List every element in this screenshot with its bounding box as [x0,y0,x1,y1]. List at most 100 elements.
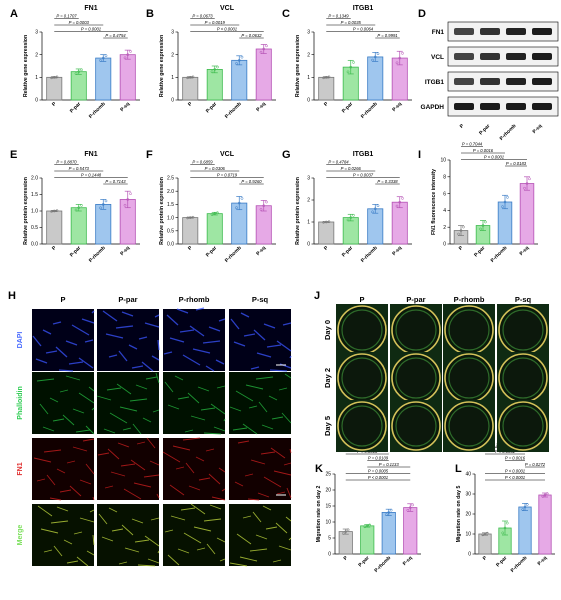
well-inner [502,357,544,399]
p-value-label: P = 0.4784 [328,159,349,164]
texture-mark [203,518,222,522]
data-point [262,47,266,51]
data-point [503,200,507,204]
x-tick-label: P-rhomb [224,245,243,264]
texture-mark [266,344,282,348]
y-tick-label: 0.0 [31,242,38,248]
y-tick-label: 40 [465,472,471,478]
texture-mark [42,426,55,432]
x-tick-label: P-par [495,555,508,568]
data-point [129,192,132,196]
y-tick-label: 0.0 [167,242,174,248]
blot-band [454,103,474,110]
texture-mark [33,457,52,463]
data-point [322,76,325,80]
y-tick-label: 2.0 [167,189,174,195]
texture-mark [276,340,292,352]
x-tick-label: P [323,245,330,252]
texture-mark [108,507,118,513]
p-value-label: P = 0.8870 [56,159,77,164]
data-point [324,220,328,224]
blot-band [454,78,474,85]
texture-mark [66,560,79,564]
texture-mark [235,390,254,402]
texture-mark [98,513,108,525]
y-tick-label: 0 [307,242,310,248]
data-point [77,70,81,74]
texture-mark [152,409,160,413]
texture-mark [243,333,256,337]
lane-label: P-rhomb [499,123,518,142]
band-label: FN1 [432,29,445,36]
texture-mark [209,504,222,510]
texture-mark [50,520,69,524]
texture-mark [282,322,292,326]
bar-P-par [206,213,223,245]
y-tick-label: 30 [465,492,471,498]
texture-mark [284,373,292,379]
y-tick-label: 20 [465,512,471,518]
texture-mark [234,481,244,487]
texture-mark [249,548,268,552]
texture-mark [185,462,195,474]
bar-P-sq [119,54,136,101]
texture-mark [117,442,130,448]
texture-mark [129,398,148,402]
texture-mark [118,350,128,362]
micrograph-Phalloidin-P-rhomb [163,372,225,434]
texture-mark [268,395,278,401]
data-point [398,200,402,204]
p-value-label: P = 0.0306 [205,166,226,171]
texture-mark [71,324,90,336]
texture-mark [72,408,85,414]
texture-mark [219,558,226,562]
p-value-label: P = 0.0183 [506,161,527,166]
texture-mark [84,339,94,343]
data-point [99,206,102,210]
panel-label: K [315,463,323,475]
texture-mark [198,477,211,481]
y-axis-label: FN1 fluorescence intensity [431,169,437,235]
texture-mark [202,340,221,344]
texture-mark [229,562,248,567]
texture-mark [85,463,95,475]
well-inner [448,309,490,351]
row-label: Day 2 [323,368,332,388]
y-tick-label: 2 [35,52,38,58]
data-point [216,211,219,215]
texture-mark [82,438,95,442]
column-header: P-par [406,295,425,304]
data-point [101,56,105,60]
data-point [265,200,268,204]
texture-mark [52,321,62,325]
y-axis-label: Migration rate on day 2 [316,485,322,542]
y-tick-label: 4 [443,208,446,214]
texture-mark [72,446,88,452]
texture-mark [250,459,266,465]
x-tick-label: P-sq [119,101,131,113]
texture-mark [174,375,184,381]
texture-mark [190,415,206,421]
y-tick-label: 10 [465,532,471,538]
texture-mark [123,488,142,500]
data-point [52,75,56,79]
texture-mark [218,318,226,322]
data-point [385,513,388,516]
data-point [521,508,525,511]
bar-P-par [342,217,359,245]
texture-mark [65,375,81,381]
y-axis-label: Relative gene expression [23,35,29,97]
migration-well-panel: J P P-par P-rhomb P-sq Day 0 Day 2 Day 5 [314,290,549,452]
x-tick-label: P-par [69,101,82,114]
data-point [373,55,377,59]
panel-label: F [146,149,153,161]
p-value-label: P = 0.1707 [56,13,77,18]
y-axis-label: Relative gene expression [295,35,301,97]
x-tick-label: P-sq [119,245,131,257]
texture-mark [195,456,205,462]
blot-strip [447,96,559,117]
data-point [411,503,414,507]
bar-P-rhomb [95,203,112,245]
x-tick-label: P [51,245,58,252]
